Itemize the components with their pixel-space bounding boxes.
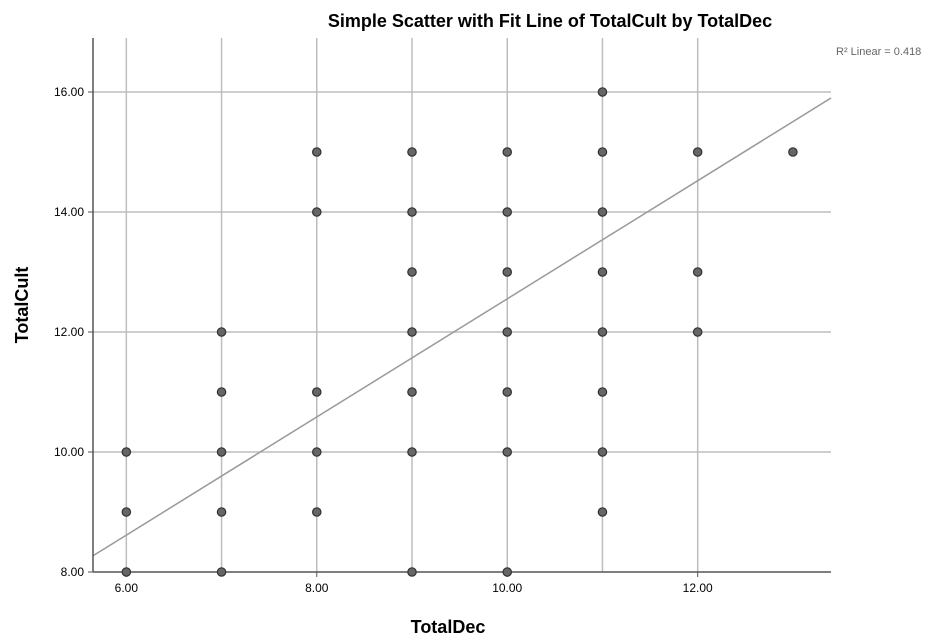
y-tick-label: 14.00 bbox=[54, 205, 84, 219]
data-point bbox=[407, 327, 417, 337]
y-tick-label: 12.00 bbox=[54, 325, 84, 339]
data-point bbox=[216, 567, 227, 577]
x-tick-label: 10.00 bbox=[492, 581, 522, 595]
grid-layer bbox=[93, 38, 831, 572]
y-tick-label: 16.00 bbox=[54, 85, 84, 99]
data-point bbox=[692, 327, 703, 337]
data-point bbox=[407, 447, 417, 457]
data-point bbox=[407, 387, 417, 397]
data-point bbox=[502, 327, 513, 337]
data-point bbox=[311, 207, 322, 217]
data-point bbox=[502, 267, 513, 277]
data-point bbox=[692, 267, 703, 277]
data-point bbox=[597, 207, 608, 217]
y-axis-label: TotalCult bbox=[12, 267, 32, 344]
data-point bbox=[597, 387, 608, 397]
data-point bbox=[692, 147, 703, 157]
data-point bbox=[407, 147, 417, 157]
data-point bbox=[788, 147, 798, 157]
x-axis-label: TotalDec bbox=[411, 617, 486, 637]
data-point bbox=[407, 267, 417, 277]
data-point bbox=[216, 507, 227, 517]
fit-line-layer bbox=[92, 97, 832, 557]
x-tick-label: 8.00 bbox=[305, 581, 329, 595]
data-point bbox=[502, 207, 513, 217]
y-tick-label: 8.00 bbox=[61, 565, 85, 579]
data-point bbox=[121, 507, 132, 517]
points-layer bbox=[121, 87, 798, 577]
x-tick-label: 6.00 bbox=[115, 581, 139, 595]
r2-annotation: R² Linear = 0.418 bbox=[836, 46, 921, 58]
ticks-layer: 6.00 8.00 10.00 12.00 8.00 10.00 12.00 14.00 16.… bbox=[54, 85, 713, 595]
data-point bbox=[216, 387, 227, 397]
axis-layer bbox=[92, 38, 831, 573]
data-point bbox=[311, 147, 322, 157]
data-point bbox=[121, 567, 132, 577]
data-point bbox=[311, 447, 322, 457]
data-point bbox=[407, 207, 417, 217]
data-point bbox=[597, 507, 608, 517]
data-point bbox=[597, 87, 608, 97]
data-point bbox=[311, 507, 322, 517]
data-point bbox=[121, 447, 132, 457]
data-point bbox=[597, 327, 608, 337]
data-point bbox=[597, 267, 608, 277]
data-point bbox=[502, 147, 513, 157]
data-point bbox=[407, 567, 417, 577]
data-point bbox=[216, 447, 227, 457]
data-point bbox=[502, 567, 513, 577]
data-point bbox=[597, 147, 608, 157]
data-point bbox=[216, 327, 227, 337]
data-point bbox=[502, 387, 513, 397]
data-point bbox=[311, 387, 322, 397]
fit-line bbox=[92, 97, 832, 557]
chart-title: Simple Scatter with Fit Line of TotalCul… bbox=[328, 11, 772, 31]
x-tick-label: 12.00 bbox=[683, 581, 713, 595]
data-point bbox=[597, 447, 608, 457]
data-point bbox=[502, 447, 513, 457]
y-tick-label: 10.00 bbox=[54, 445, 84, 459]
